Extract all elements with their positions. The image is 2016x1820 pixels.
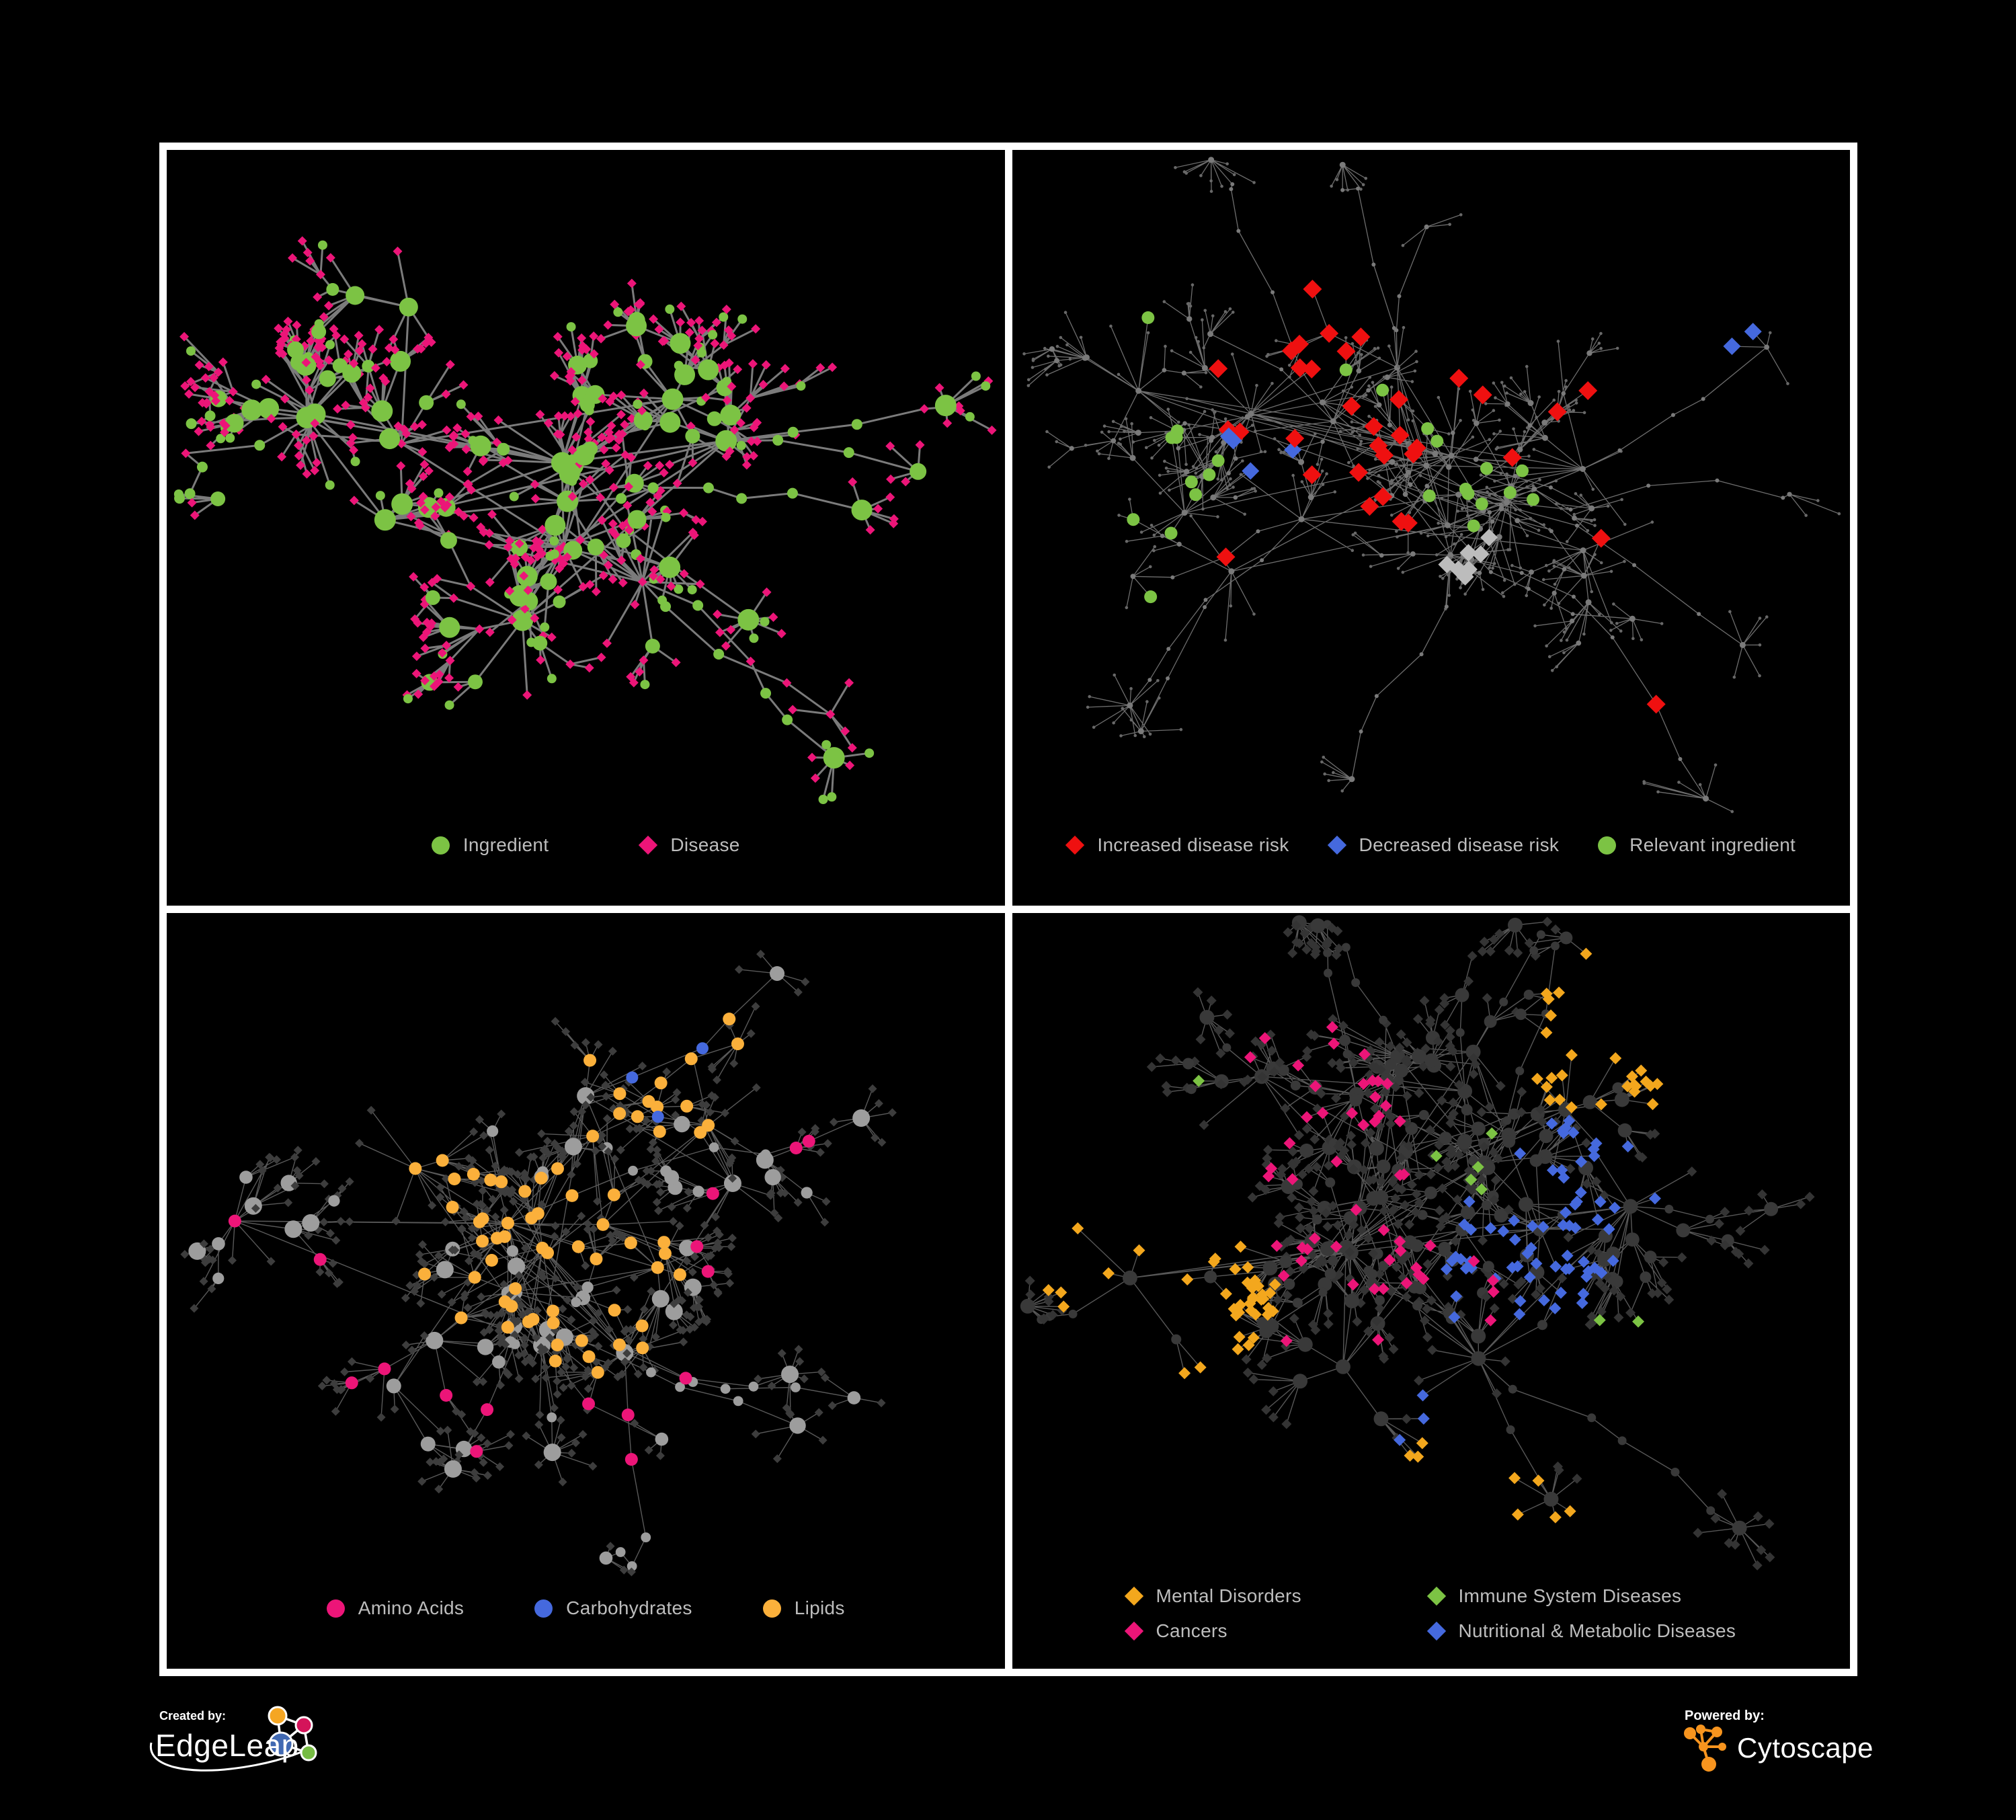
edgeleap-node-green — [300, 1744, 317, 1762]
legend-item: Cancers — [1124, 1620, 1354, 1642]
edgeleap-node-blue — [268, 1731, 294, 1757]
legend-item: Relevant ingredient — [1598, 834, 1796, 856]
legend-label: Immune System Diseases — [1458, 1585, 1682, 1606]
legend-label: Carbohydrates — [566, 1597, 692, 1618]
legend-label: Lipids — [794, 1597, 845, 1618]
legend-label: Mental Disorders — [1156, 1585, 1301, 1606]
legend-label: Relevant ingredient — [1629, 834, 1796, 855]
circle-swatch-icon — [431, 836, 450, 855]
edgeleap-logo: Created by: EdgeLeap — [149, 1706, 317, 1772]
legend-item: Amino Acids — [326, 1597, 465, 1619]
legend-item: Disease — [639, 834, 739, 856]
legend-label: Disease — [670, 834, 740, 855]
legend-disease-risk: Increased disease risk Decreased disease … — [1012, 834, 1851, 856]
legend-item: Nutritional & Metabolic Diseases — [1426, 1620, 1736, 1642]
legend-label: Nutritional & Metabolic Diseases — [1458, 1620, 1736, 1641]
diamond-swatch-icon — [1426, 1586, 1446, 1606]
panel-disease-risk: Increased disease risk Decreased disease … — [1012, 150, 1851, 906]
legend-nutrient-classes: Amino Acids Carbohydrates Lipids — [167, 1597, 1005, 1619]
cytoscape-wordmark: Cytoscape — [1737, 1732, 1873, 1764]
diamond-swatch-icon — [1327, 835, 1346, 855]
network-graph-disease-categories — [1020, 915, 1815, 1571]
legend-item: Increased disease risk — [1065, 834, 1289, 856]
legend-item: Decreased disease risk — [1327, 834, 1560, 856]
legend-label: Decreased disease risk — [1359, 834, 1560, 855]
legend-item: Mental Disorders — [1124, 1585, 1354, 1607]
cytoscape-logo: Powered by: Cytoscape — [1684, 1708, 1873, 1772]
edgeleap-wordmark: EdgeLeap — [155, 1728, 299, 1763]
legend-label: Amino Acids — [358, 1597, 465, 1618]
network-graph-ingredient-disease — [173, 236, 997, 804]
cytoscape-icon-nodes — [1684, 1725, 1726, 1772]
legend-ingredient-disease: Ingredient Disease — [167, 834, 1005, 856]
diamond-swatch-icon — [639, 835, 658, 855]
legend-label: Increased disease risk — [1097, 834, 1289, 855]
diamond-swatch-icon — [1124, 1586, 1143, 1606]
edgeleap-node-pink — [294, 1716, 313, 1735]
panel-nutrient-classes: Amino Acids Carbohydrates Lipids — [167, 913, 1005, 1669]
diamond-swatch-icon — [1124, 1621, 1143, 1641]
edgeleap-node-orange — [268, 1706, 288, 1726]
diamond-swatch-icon — [1426, 1621, 1446, 1641]
legend-label: Ingredient — [462, 834, 549, 855]
legend-item: Immune System Diseases — [1426, 1585, 1736, 1607]
panel-disease-categories: Mental Disorders Immune System Diseases Ca… — [1012, 913, 1851, 1669]
legend-label: Cancers — [1156, 1620, 1227, 1641]
legend-item: Ingredient — [431, 834, 549, 856]
powered-by-label: Powered by: — [1685, 1708, 1765, 1723]
circle-swatch-icon — [1598, 836, 1617, 855]
legend-item: Lipids — [762, 1597, 845, 1619]
circle-swatch-icon — [326, 1599, 345, 1618]
panel-ingredient-disease: Ingredient Disease — [167, 150, 1005, 906]
network-graph-nutrient-classes — [180, 949, 897, 1577]
edgeleap-swoosh — [149, 1742, 312, 1772]
network-graph-disease-risk — [1022, 157, 1841, 814]
created-by-label: Created by: — [159, 1709, 226, 1723]
legend-item: Carbohydrates — [534, 1597, 692, 1619]
cytoscape-credit: Powered by: Cytoscape — [1675, 1705, 1877, 1782]
edgeleap-credit: Created by: EdgeLeap — [145, 1705, 339, 1789]
diamond-swatch-icon — [1065, 835, 1085, 855]
circle-swatch-icon — [762, 1599, 781, 1618]
circle-swatch-icon — [534, 1599, 553, 1618]
legend-disease-categories: Mental Disorders Immune System Diseases Ca… — [1012, 1585, 1851, 1642]
network-grid: Ingredient Disease Increased disease risk… — [159, 143, 1857, 1676]
